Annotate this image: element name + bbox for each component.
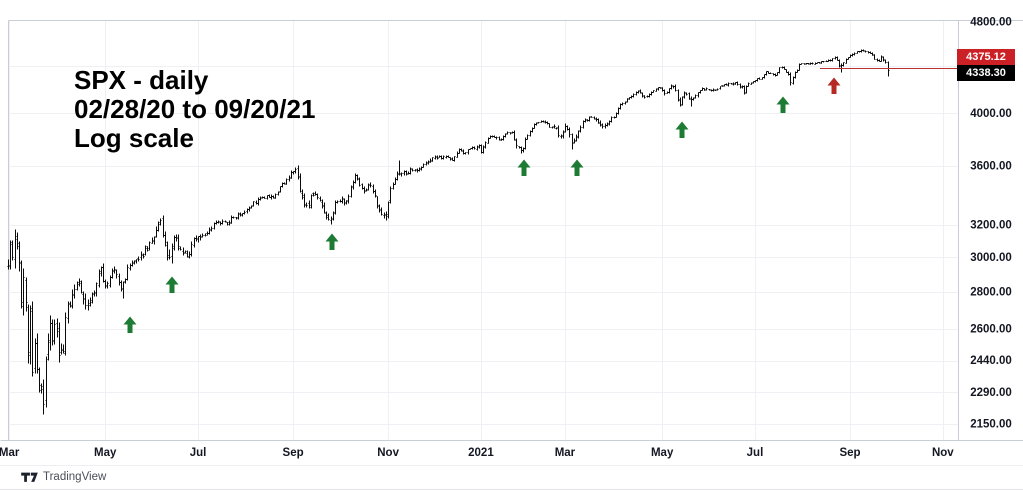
- y-axis-label: 2150.00: [970, 419, 1012, 431]
- y-axis-label: 3600.00: [970, 160, 1012, 172]
- price-series-bars[interactable]: [7, 49, 890, 415]
- last-price-badge[interactable]: 4338.30: [957, 65, 1015, 81]
- alert-price-badge[interactable]: 4375.12: [957, 49, 1015, 65]
- y-axis-label: 3000.00: [970, 252, 1012, 264]
- buy-signal-arrow[interactable]: [123, 316, 137, 334]
- y-axis[interactable]: 4800.00 4000.00 3600.00 3200.00 3000.00 2800.…: [970, 17, 1012, 431]
- y-axis-label: 2600.00: [970, 323, 1012, 335]
- x-axis[interactable]: Mar May Jul Sep Nov 2021 Mar May Jul Sep Nov: [0, 447, 954, 459]
- plot-borders: [0, 20, 1023, 466]
- tradingview-logo-text: TradingView: [43, 471, 107, 483]
- warning-arrow[interactable]: [827, 77, 841, 95]
- tradingview-logo-icon: [21, 472, 38, 482]
- x-axis-label: Sep: [839, 447, 860, 459]
- buy-signal-arrow[interactable]: [325, 233, 339, 251]
- gridlines: [8, 20, 958, 440]
- y-axis-label: 4000.00: [970, 108, 1012, 120]
- y-axis-label: 2800.00: [970, 286, 1012, 298]
- x-axis-label: May: [651, 447, 674, 459]
- y-axis-label: 4800.00: [970, 17, 1012, 29]
- x-axis-label: Sep: [283, 447, 304, 459]
- arrow-annotations[interactable]: [123, 77, 841, 334]
- x-axis-label: Jul: [190, 447, 207, 459]
- buy-signal-arrow[interactable]: [165, 276, 179, 294]
- y-axis-label: 2440.00: [970, 355, 1012, 367]
- x-axis-label: Nov: [932, 447, 954, 459]
- page-bottom-divider: [0, 489, 1023, 490]
- x-axis-label: May: [94, 447, 117, 459]
- ohlc-bars: [7, 49, 890, 415]
- tradingview-logo[interactable]: TradingView: [21, 469, 106, 485]
- buy-signal-arrow[interactable]: [675, 121, 689, 139]
- x-axis-label: Jul: [747, 447, 764, 459]
- buy-signal-arrow[interactable]: [776, 96, 790, 114]
- x-axis-label: Nov: [377, 447, 399, 459]
- x-axis-label: Mar: [0, 447, 20, 459]
- x-axis-label: Mar: [555, 447, 576, 459]
- y-axis-label: 2290.00: [970, 387, 1012, 399]
- buy-signal-arrow[interactable]: [517, 159, 531, 177]
- buy-signal-arrow[interactable]: [570, 159, 584, 177]
- x-axis-label: 2021: [468, 447, 494, 459]
- y-axis-label: 3200.00: [970, 219, 1012, 231]
